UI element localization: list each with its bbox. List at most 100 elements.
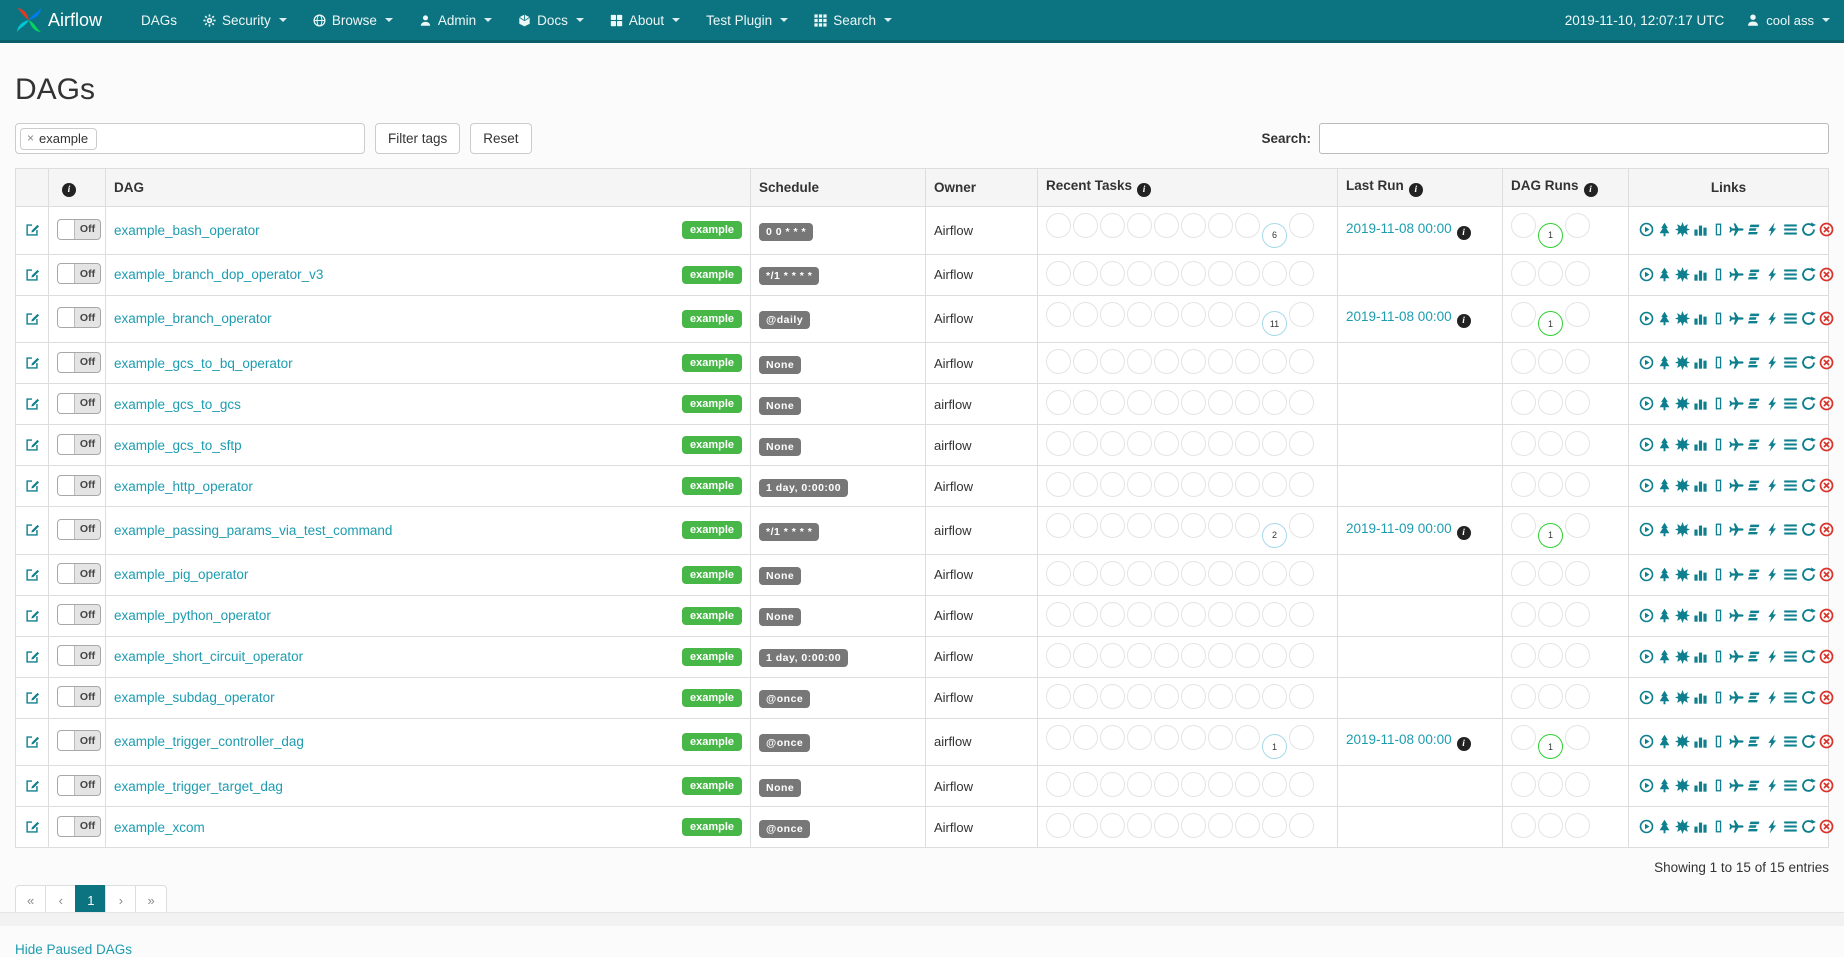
nav-item-search[interactable]: Search [801,0,905,40]
column-header-schedule[interactable]: Schedule [750,168,926,207]
code-view-button[interactable] [1765,267,1780,283]
code-view-button[interactable] [1765,478,1780,494]
task-tries-button[interactable] [1711,437,1726,453]
state-count-circle[interactable]: 2 [1262,522,1287,548]
code-view-button[interactable] [1765,778,1780,794]
edit-dag-button[interactable] [25,268,40,283]
graph-view-button[interactable] [1675,649,1690,665]
task-tries-button[interactable] [1711,649,1726,665]
edit-dag-button[interactable] [25,223,40,238]
task-tries-button[interactable] [1711,778,1726,794]
gantt-view-button[interactable] [1747,522,1762,538]
gantt-view-button[interactable] [1747,690,1762,706]
pause-toggle[interactable]: Off [57,351,101,373]
delete-dag-button[interactable] [1819,478,1834,494]
task-duration-button[interactable] [1693,522,1708,538]
edit-dag-button[interactable] [25,397,40,412]
trigger-dag-button[interactable] [1639,608,1654,624]
dag-tag-badge[interactable]: example [681,818,742,836]
graph-view-button[interactable] [1675,778,1690,794]
landing-times-button[interactable] [1729,522,1744,538]
refresh-button[interactable] [1801,478,1816,494]
task-tries-button[interactable] [1711,734,1726,750]
state-count-circle[interactable]: 1 [1538,734,1563,759]
landing-times-button[interactable] [1729,478,1744,494]
refresh-button[interactable] [1801,396,1816,412]
nav-item-docs[interactable]: Docs [505,0,597,40]
dag-tag-badge[interactable]: example [681,354,742,372]
pause-toggle[interactable]: Off [57,604,101,625]
dag-link[interactable]: example_short_circuit_operator [114,649,304,664]
trigger-dag-button[interactable] [1639,437,1654,453]
code-view-button[interactable] [1765,608,1780,624]
edit-dag-button[interactable] [25,609,40,624]
landing-times-button[interactable] [1729,267,1744,283]
gantt-view-button[interactable] [1747,267,1762,283]
graph-view-button[interactable] [1675,267,1690,283]
nav-item-admin[interactable]: Admin [406,0,505,40]
dag-link[interactable]: example_xcom [114,819,205,835]
task-duration-button[interactable] [1693,819,1708,835]
code-view-button[interactable] [1765,355,1780,371]
edit-dag-button[interactable] [25,479,40,494]
landing-times-button[interactable] [1729,734,1744,750]
logs-button[interactable] [1783,222,1798,238]
tag-filter-input[interactable]: × example [15,123,365,154]
dag-tag-badge[interactable]: example [681,606,742,625]
delete-dag-button[interactable] [1819,734,1834,750]
tree-view-button[interactable] [1657,311,1672,327]
refresh-button[interactable] [1801,311,1816,327]
task-tries-button[interactable] [1711,396,1726,412]
refresh-button[interactable] [1801,567,1816,583]
code-view-button[interactable] [1765,567,1780,583]
refresh-button[interactable] [1801,222,1816,238]
nav-item-security[interactable]: Security [190,0,300,40]
pagination-button-»[interactable]: » [135,885,167,916]
search-input[interactable] [1319,123,1829,154]
column-header-recent-tasks[interactable]: Recent Tasks i [1037,168,1338,207]
edit-dag-button[interactable] [25,523,40,538]
task-tries-button[interactable] [1711,222,1726,238]
logs-button[interactable] [1783,690,1798,706]
dag-link[interactable]: example_subdag_operator [114,690,275,705]
dag-link[interactable]: example_gcs_to_bq_operator [114,355,293,371]
gantt-view-button[interactable] [1747,355,1762,371]
task-duration-button[interactable] [1693,608,1708,624]
gantt-view-button[interactable] [1747,649,1762,665]
task-tries-button[interactable] [1711,478,1726,494]
refresh-button[interactable] [1801,649,1816,665]
column-header-last-run[interactable]: Last Run i [1337,168,1503,207]
task-duration-button[interactable] [1693,222,1708,238]
gantt-view-button[interactable] [1747,311,1762,327]
dag-link[interactable]: example_branch_operator [114,311,272,327]
refresh-button[interactable] [1801,734,1816,750]
graph-view-button[interactable] [1675,437,1690,453]
state-count-circle[interactable]: 6 [1262,222,1287,248]
last-run-link[interactable]: 2019-11-08 00:00 [1346,732,1452,748]
dag-link[interactable]: example_passing_params_via_test_command [114,522,393,538]
code-view-button[interactable] [1765,522,1780,538]
task-tries-button[interactable] [1711,819,1726,835]
tree-view-button[interactable] [1657,267,1672,283]
dag-link[interactable]: example_branch_dop_operator_v3 [114,267,324,282]
nav-item-dags[interactable]: DAGs [128,0,190,40]
tree-view-button[interactable] [1657,478,1672,494]
delete-dag-button[interactable] [1819,608,1834,624]
gantt-view-button[interactable] [1747,778,1762,794]
logs-button[interactable] [1783,734,1798,750]
gantt-view-button[interactable] [1747,819,1762,835]
edit-dag-button[interactable] [25,568,40,583]
pause-toggle[interactable]: Off [57,815,101,837]
state-count-circle[interactable]: 1 [1262,734,1287,759]
edit-dag-button[interactable] [25,691,40,706]
dag-tag-badge[interactable]: example [681,309,742,328]
landing-times-button[interactable] [1729,222,1744,238]
edit-dag-button[interactable] [25,312,40,327]
trigger-dag-button[interactable] [1639,690,1654,706]
logs-button[interactable] [1783,649,1798,665]
delete-dag-button[interactable] [1819,267,1834,283]
edit-dag-button[interactable] [25,779,40,794]
dag-link[interactable]: example_bash_operator [114,222,260,238]
airflow-brand[interactable]: Airflow [14,5,102,35]
edit-dag-button[interactable] [25,820,40,835]
